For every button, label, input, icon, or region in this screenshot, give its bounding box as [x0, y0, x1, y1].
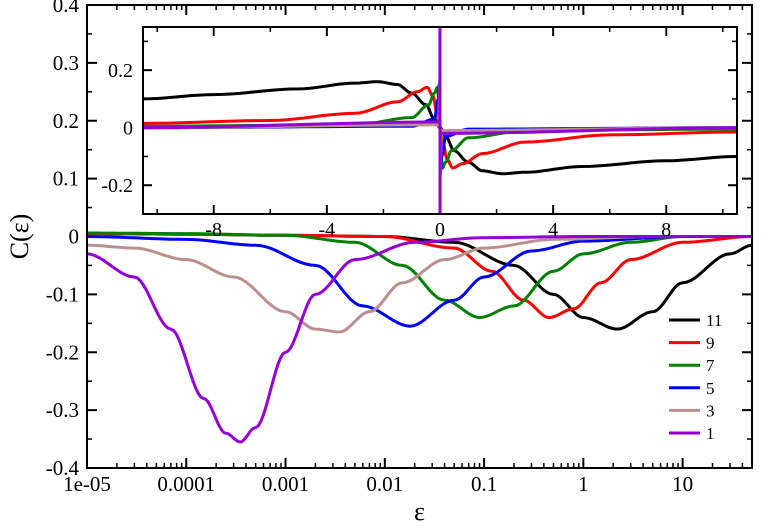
x-tick-label: 0.01	[366, 472, 403, 496]
main-plot-frame	[86, 4, 753, 469]
main-chart: 1e-05 0.0001 0.001 0.01 0.1 1 10-0.4-0.3-0.2-0…	[5, 0, 753, 526]
x-axis-label: ε	[414, 497, 425, 526]
legend-label-1: 1	[706, 424, 715, 443]
inset-x-tick-label: -4	[319, 219, 336, 241]
legend-label-5: 5	[706, 379, 715, 398]
inset-y-tick-label: -0.2	[101, 175, 133, 197]
legend-label-11: 11	[706, 311, 722, 330]
y-axis-label: C(ε)	[5, 214, 34, 260]
legend-label-9: 9	[706, 334, 715, 353]
y-tick-label: -0.2	[46, 340, 79, 364]
inset-y-tick-label: 0.2	[108, 60, 133, 82]
inset-series-line-1	[143, 27, 737, 214]
y-tick-label: 0.2	[53, 109, 79, 133]
series-line-1	[87, 235, 752, 444]
x-tick-label: 0.001	[262, 472, 309, 496]
legend-label-3: 3	[706, 401, 715, 420]
series-line-5	[87, 235, 752, 328]
y-tick-label: 0.1	[53, 167, 79, 191]
x-tick-label: 0.0001	[157, 472, 215, 496]
y-tick-label: -0.4	[46, 456, 80, 480]
inset-chart: -8 -4 0 4 8 -0.2 0 0.2	[101, 26, 738, 241]
x-tick-label: 1e-05	[63, 472, 111, 496]
x-tick-label: 1	[578, 472, 589, 496]
legend: 11 9 7 5 3 1	[669, 311, 722, 443]
y-tick-label: 0.3	[53, 51, 79, 75]
series-line-3	[87, 235, 752, 334]
y-tick-label: -0.1	[46, 282, 79, 306]
y-tick-label: 0.4	[53, 0, 80, 17]
series-line-7	[87, 231, 752, 320]
inset-x-tick-label: 4	[548, 219, 558, 241]
main-series-group	[87, 231, 752, 444]
y-tick-label: -0.3	[46, 398, 79, 422]
x-tick-label: 10	[672, 472, 693, 496]
inset-plot-frame	[142, 26, 738, 215]
y-tick-label: 0	[69, 225, 80, 249]
x-tick-label: 0.1	[471, 472, 497, 496]
inset-y-tick-label: 0	[123, 118, 133, 140]
series-line-11	[87, 232, 752, 331]
inset-series-group	[143, 27, 737, 214]
inset-x-tick-label: 0	[435, 219, 445, 241]
inset-x-tick-label: -8	[205, 219, 222, 241]
legend-label-7: 7	[706, 356, 715, 375]
inset-x-tick-label: 8	[661, 219, 671, 241]
